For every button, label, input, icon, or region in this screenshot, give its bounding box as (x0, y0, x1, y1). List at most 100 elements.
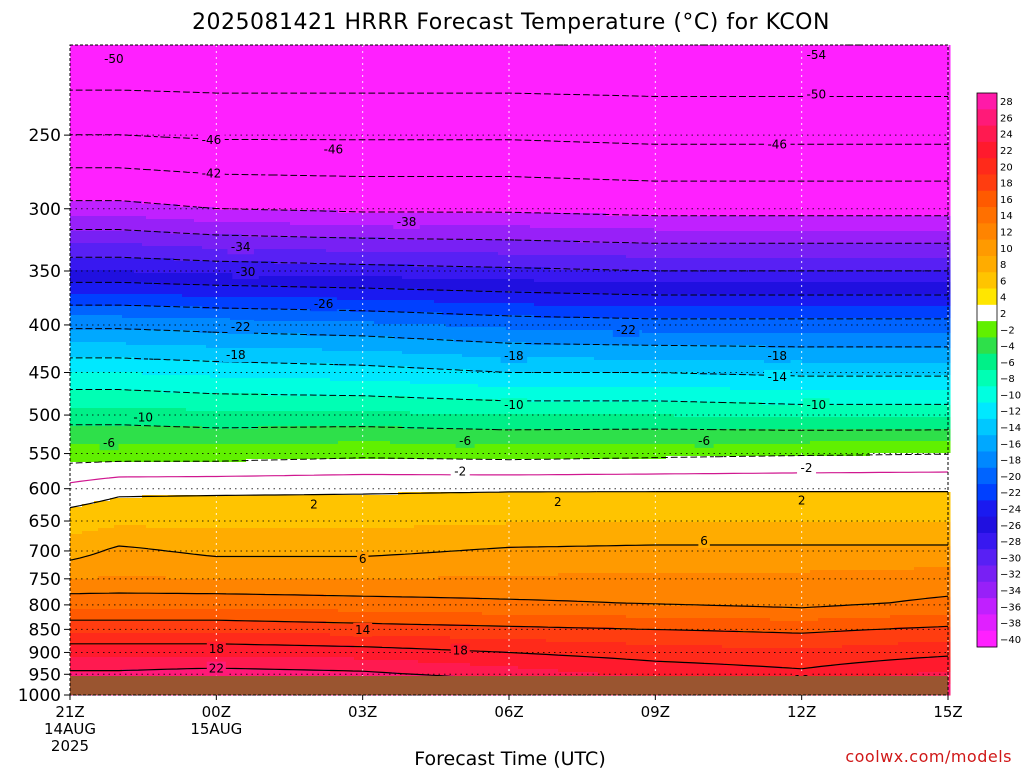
contour-label-background (227, 240, 254, 255)
x-tick-label: 2025 (51, 737, 89, 755)
colorbar-swatch (977, 93, 997, 110)
contour-label-background (222, 348, 250, 363)
contour-line-minus-6 (70, 424, 948, 431)
contour-label-background (612, 322, 640, 337)
colorbar-swatch (977, 451, 997, 469)
colorbar-swatch (977, 125, 997, 143)
colorbar-label: 2 (1000, 309, 1006, 320)
x-tick-label: 21Z (55, 703, 84, 721)
contour-label: -10 (133, 410, 153, 424)
contour-label: 14 (355, 623, 370, 637)
colorbar-label: −22 (1000, 488, 1021, 499)
contour-label: -22 (231, 320, 251, 334)
colorbar-border (976, 92, 998, 648)
y-tick-label: 400 (29, 316, 61, 336)
colorbar-label: −26 (1000, 521, 1021, 532)
colorbar-swatch (977, 614, 997, 632)
colorbar-label: −8 (1000, 374, 1015, 385)
colorbar-swatch (977, 174, 997, 192)
x-tick-label: 15AUG (190, 720, 242, 738)
contour-label: -46 (767, 138, 787, 152)
contour-label: 22 (209, 662, 224, 676)
contour-label: -54 (806, 48, 826, 62)
colorbar-label: −38 (1000, 619, 1021, 630)
contour-line-10 (69, 592, 949, 609)
x-tick-label: 12Z (787, 703, 816, 721)
ground-surface (70, 676, 948, 695)
colorbar-label: 22 (1000, 146, 1013, 157)
chart-title: 2025081421 HRRR Forecast Temperature (°C… (192, 10, 830, 35)
contour-label: -50 (104, 52, 124, 66)
contour-label: 2 (798, 494, 806, 508)
contour-label-background (764, 137, 791, 152)
x-tick-label: 15Z (933, 703, 962, 721)
contour-label-background (455, 433, 475, 448)
temperature-colorbar: 28 26 24 22 20 18 16 14 12 10 8 6 4 2 −2 −4 −6 −8 −10 −12 −1… (976, 92, 1021, 648)
contour-label-background (320, 142, 347, 157)
x-tick-label: 06Z (494, 703, 523, 721)
colorbar-swatch (977, 288, 997, 306)
y-tick-label: 650 (29, 512, 61, 532)
colorbar-label: −30 (1000, 553, 1021, 564)
contour-label: -10 (504, 398, 524, 412)
contour-label: -14 (767, 370, 787, 384)
colorbar-swatch (977, 386, 997, 403)
colorbar-label: −40 (1000, 635, 1021, 646)
contour-label-background (206, 641, 226, 656)
contour-label: -2 (801, 461, 813, 475)
y-tick-label: 900 (29, 643, 61, 663)
contour-label: 2 (554, 495, 562, 509)
colorbar-swatch (977, 207, 997, 224)
x-tick-label: 00Z (202, 703, 231, 721)
y-tick-label: 700 (29, 542, 61, 562)
contour-label-background (393, 214, 420, 229)
contour-label-background (797, 460, 817, 475)
colorbar-label: 12 (1000, 228, 1013, 239)
colorbar-swatch (977, 353, 997, 371)
contour-label: -18 (504, 349, 524, 363)
colorbar-label: 14 (1000, 211, 1013, 222)
colorbar-swatch (977, 337, 997, 355)
colorbar-swatch (977, 190, 997, 208)
colorbar-swatch (977, 630, 997, 648)
colorbar-label: 20 (1000, 162, 1013, 173)
temperature-fill-layer (70, 45, 951, 696)
colorbar-swatch (977, 223, 997, 241)
contour-label-background (795, 493, 808, 508)
colorbar-swatch (977, 158, 997, 175)
colorbar-swatch (977, 435, 997, 452)
colorbar-label: 26 (1000, 113, 1013, 124)
contour-line-minus-38 (70, 200, 948, 217)
colorbar-label: 28 (1000, 97, 1013, 108)
colorbar-label: 6 (1000, 276, 1006, 287)
colorbar-swatch (977, 467, 997, 485)
contour-label: -38 (397, 215, 417, 229)
contour-label-background (803, 87, 830, 102)
contour-label: -42 (202, 167, 222, 181)
colorbar-label: −2 (1000, 325, 1015, 336)
contour-label-background (764, 369, 791, 384)
colorbar-label: 10 (1000, 244, 1013, 255)
contour-label-background (198, 166, 225, 181)
contour-label: 18 (453, 644, 468, 658)
contour-label-background (356, 551, 369, 566)
y-tick-label: 850 (29, 620, 61, 640)
colorbar-label: −10 (1000, 390, 1021, 401)
y-tick-label: 300 (29, 200, 61, 220)
colorbar-label: −6 (1000, 358, 1015, 369)
contour-label-background (803, 398, 830, 413)
y-tick-label: 1000 (18, 686, 61, 706)
colorbar-swatch (977, 370, 997, 387)
contour-line-minus-14 (70, 357, 948, 377)
colorbar-swatch (977, 516, 997, 534)
x-tick-label: 03Z (348, 703, 377, 721)
colorbar-swatch (977, 598, 997, 615)
x-tick-label: 14AUG (44, 720, 96, 738)
colorbar-swatch (977, 418, 997, 436)
contour-line-minus-46 (70, 134, 948, 145)
colorbar-swatch (977, 565, 997, 583)
contour-label: -18 (767, 349, 787, 363)
colorbar-label: −32 (1000, 570, 1021, 581)
contour-label: -10 (806, 398, 826, 412)
contour-label-background (227, 319, 254, 334)
